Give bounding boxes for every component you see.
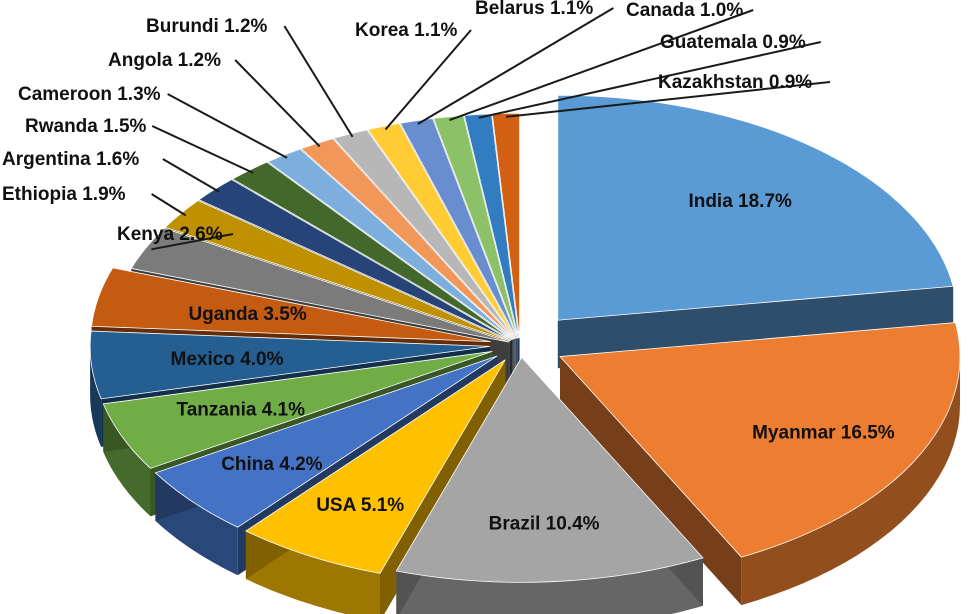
data-label-canada: Canada 1.0% [626, 0, 743, 21]
slice-side-mexico [90, 346, 102, 447]
leader-line-guatemala [478, 41, 822, 119]
leader-line-ethiopia [151, 193, 187, 217]
leader-line-kazakhstan [505, 81, 831, 118]
data-label-brazil: Brazil 10.4% [489, 513, 600, 534]
slice-cut-india-1 [557, 286, 954, 369]
data-label-burundi: Burundi 1.2% [146, 16, 268, 37]
slice-uganda [91, 267, 491, 343]
slice-ethiopia [164, 200, 511, 342]
data-label-kazakhstan: Kazakhstan 0.9% [658, 72, 812, 93]
leader-line-layer [151, 7, 831, 251]
data-label-mexico: Mexico 4.0% [171, 349, 284, 370]
leader-line-korea [384, 29, 472, 131]
slice-usa [245, 359, 506, 574]
data-label-kenya: Kenya 2.6% [117, 224, 223, 245]
data-label-argentina: Argentina 1.6% [2, 149, 139, 170]
data-label-korea: Korea 1.1% [355, 20, 458, 41]
data-label-ethiopia: Ethiopia 1.9% [2, 184, 126, 205]
slice-kenya [130, 227, 510, 343]
leader-line-angola [234, 59, 321, 148]
slice-myanmar [559, 322, 961, 558]
leader-line-burundi [283, 25, 354, 138]
data-label-myanmar: Myanmar 16.5% [752, 423, 895, 444]
leader-line-cameroon [167, 93, 288, 159]
data-label-china: China 4.2% [221, 454, 322, 475]
leader-line-argentina [162, 158, 220, 193]
data-label-rwanda: Rwanda 1.5% [25, 116, 147, 137]
data-label-usa: USA 5.1% [316, 495, 404, 516]
slice-top-layer [89, 94, 961, 583]
leader-line-kenya [151, 233, 234, 251]
slice-cut-myanmar-1 [560, 356, 742, 606]
data-label-belarus: Belarus 1.1% [475, 0, 593, 19]
data-label-uganda: Uganda 3.5% [188, 304, 306, 325]
leader-line-rwanda [151, 125, 254, 174]
data-label-india: India 18.7% [688, 191, 792, 212]
data-label-tanzania: Tanzania 4.1% [177, 400, 306, 421]
data-label-angola: Angola 1.2% [108, 50, 221, 71]
slice-side-myanmar [741, 356, 960, 606]
slice-brazil [395, 356, 704, 583]
slice-mexico [89, 330, 491, 400]
slice-tanzania [102, 351, 493, 469]
data-label-layer: India 18.7% Myanmar 16.5% Brazil 10.4% USA … [2, 0, 895, 534]
data-label-guatemala: Guatemala 0.9% [660, 32, 806, 53]
slice-china [154, 355, 498, 528]
slice-belarus [399, 118, 518, 339]
slice-india [557, 94, 954, 321]
data-label-cameroon: Cameroon 1.3% [18, 84, 161, 105]
slice-korea [367, 122, 517, 339]
leader-line-belarus [417, 7, 614, 125]
leader-line-canada [449, 9, 754, 122]
slice-side-brazil [396, 557, 703, 614]
